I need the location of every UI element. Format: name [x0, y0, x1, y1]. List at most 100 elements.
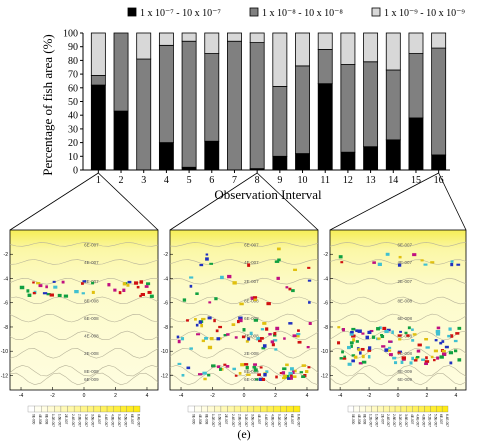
- fish-echo-mark: [242, 328, 246, 332]
- fish-echo-mark: [262, 322, 267, 325]
- fish-echo-mark: [435, 329, 441, 334]
- fish-echo-mark: [292, 370, 295, 374]
- contour-line: [169, 259, 319, 265]
- fish-echo-mark: [308, 322, 312, 325]
- fish-echo-mark: [46, 293, 51, 296]
- colorbar-label: 2.4E-007: [386, 414, 390, 427]
- y-tick-label: -2: [4, 252, 9, 258]
- fish-echo-mark: [127, 280, 132, 284]
- y-tick-label: -10: [161, 349, 168, 355]
- fish-echo-mark: [436, 326, 441, 330]
- colorbar-cell: [80, 405, 88, 413]
- x-axis-label: Observation Interval: [214, 187, 322, 202]
- fish-echo-mark: [245, 340, 249, 343]
- contour-label: 4E-008: [84, 334, 99, 339]
- fish-echo-mark: [276, 247, 281, 251]
- fish-echo-mark: [195, 292, 199, 295]
- fish-echo-mark: [186, 319, 189, 322]
- fish-echo-mark: [146, 282, 151, 286]
- fish-echo-mark: [208, 301, 212, 304]
- colorbar-cell: [126, 405, 134, 413]
- fish-echo-mark: [453, 349, 458, 353]
- y-tick-label: 0: [73, 166, 78, 177]
- y-tick-label: -8: [164, 325, 169, 331]
- colorbar-label: 1.2E-007: [211, 414, 215, 427]
- fish-echo-mark: [424, 337, 429, 341]
- fish-echo-mark: [136, 285, 140, 289]
- y-tick-label: -10: [1, 349, 8, 355]
- fish-echo-mark: [201, 317, 206, 321]
- colorbar-label: 3.2E-007: [244, 414, 248, 427]
- bar-segment: [136, 58, 152, 171]
- bar-segment: [408, 117, 424, 171]
- zoom-link-line: [256, 172, 319, 231]
- fish-echo-mark: [202, 371, 207, 375]
- colorbar-cell: [34, 405, 42, 413]
- fish-echo-mark: [42, 292, 48, 295]
- fish-echo-mark: [376, 327, 380, 331]
- colorbar-cell: [201, 405, 208, 413]
- y-tick-label: 30: [68, 124, 78, 135]
- fish-echo-mark: [397, 351, 401, 354]
- x-tick-label: 7: [232, 175, 237, 186]
- colorbar-label: 0E-000: [191, 414, 195, 425]
- legend-swatch: [127, 7, 137, 17]
- fish-echo-mark: [244, 363, 249, 366]
- colorbar: 0E-000 4E-008 8E-008 1.2E-007 1.6E-007 2E-007…: [187, 405, 301, 427]
- fish-echo-mark: [256, 337, 261, 341]
- bar-segment: [385, 139, 401, 171]
- legend-swatch: [249, 7, 259, 17]
- colorbar-label: 5.6E-007: [284, 414, 288, 427]
- fish-echo-mark: [288, 371, 293, 376]
- fish-echo-mark: [274, 260, 280, 263]
- fish-echo-mark: [268, 333, 272, 336]
- fish-echo-mark: [240, 363, 245, 367]
- contour-label: 2E-007: [398, 279, 413, 284]
- fish-echo-mark: [177, 339, 181, 344]
- fish-echo-mark: [296, 332, 301, 336]
- fish-echo-mark: [223, 334, 228, 337]
- bar-segment: [431, 32, 447, 49]
- colorbar-cell: [227, 405, 235, 413]
- fish-echo-mark: [449, 361, 453, 365]
- fish-echo-mark: [52, 280, 56, 283]
- fish-echo-mark: [219, 367, 222, 371]
- contour-label: 8E-009: [244, 369, 259, 374]
- fish-echo-mark: [342, 328, 345, 332]
- legend-swatch: [371, 7, 381, 17]
- colorbar-label: 8E-008: [363, 414, 367, 425]
- fish-echo-mark: [272, 339, 278, 342]
- fish-echo-mark: [53, 285, 58, 289]
- contour-line: [169, 330, 319, 341]
- fish-echo-mark: [213, 319, 216, 323]
- bar-segment: [158, 142, 174, 171]
- y-tick-label: 90: [68, 42, 78, 53]
- contour-line: [9, 348, 159, 359]
- colorbar-label: 2E-007: [64, 414, 68, 425]
- legend-label: 1 x 10⁻⁷ - 10 x 10⁻⁷: [140, 8, 221, 19]
- contour-line: [9, 313, 159, 323]
- fish-echo-mark: [407, 326, 411, 330]
- fish-echo-mark: [26, 289, 30, 293]
- fish-echo-mark: [134, 281, 139, 285]
- fish-echo-mark: [209, 337, 214, 341]
- fish-echo-mark: [295, 334, 300, 338]
- y-tick-label: -12: [321, 373, 328, 379]
- colorbar-label: 4.4E-007: [264, 414, 268, 427]
- fish-echo-mark: [194, 318, 197, 321]
- y-tick-label: 20: [68, 138, 78, 149]
- contour-label: 6E-009: [84, 377, 99, 382]
- fish-echo-mark: [238, 371, 242, 375]
- bar-segment: [295, 153, 310, 171]
- fish-echo-mark: [265, 327, 269, 331]
- contour-line: [169, 313, 319, 323]
- contour-label: 6E-007: [398, 242, 413, 247]
- bar-segment: [204, 32, 220, 54]
- fish-echo-mark: [200, 323, 204, 328]
- fish-echo-mark: [341, 350, 344, 354]
- colorbar-cell: [220, 405, 228, 413]
- colorbar-label: 3.6E-007: [91, 414, 95, 427]
- chart-legend: 1 x 10⁻⁷ - 10 x 10⁻⁷ 1 x 10⁻⁸ - 10 x 10⁻⁸…: [127, 7, 465, 19]
- fish-echo-mark: [447, 334, 451, 338]
